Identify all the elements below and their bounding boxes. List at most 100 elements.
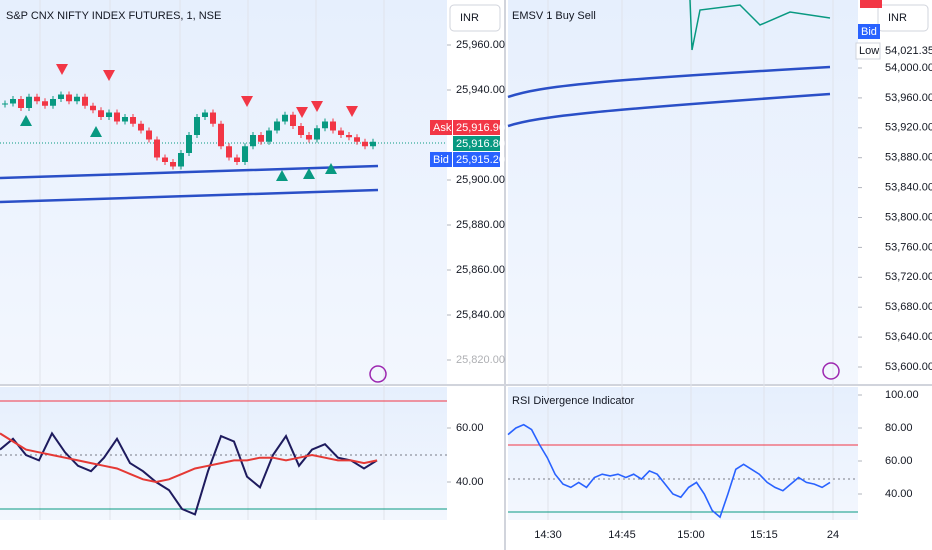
candle (106, 112, 112, 117)
bid-label: Bid (433, 154, 449, 166)
candle (114, 112, 120, 122)
candle (370, 141, 376, 147)
candle (26, 96, 32, 108)
candle (58, 94, 64, 99)
candle (154, 139, 160, 158)
currency-button[interactable] (877, 4, 929, 32)
price-label: 25,940.00 (456, 84, 505, 96)
candle (146, 130, 152, 140)
candle (362, 141, 368, 147)
ask-tag (860, 0, 882, 8)
price-label: 25,820.00 (456, 354, 505, 366)
price-label: 53,920.00 (885, 122, 932, 134)
price-label: 53,840.00 (885, 182, 932, 194)
price-label: 25,880.00 (456, 219, 505, 231)
price-label: 53,600.00 (885, 361, 932, 373)
time-label: 14:45 (608, 529, 636, 541)
candle (2, 103, 8, 105)
candle (250, 135, 256, 147)
candle (258, 135, 264, 142)
candle (218, 123, 224, 147)
indicator-title: EMSV 1 Buy Sell (512, 10, 596, 22)
price-label: 25,840.00 (456, 309, 505, 321)
price-label: 53,960.00 (885, 92, 932, 104)
candle (298, 126, 304, 135)
candle (66, 94, 72, 102)
low-tag (855, 42, 881, 60)
candle (18, 99, 24, 108)
rsi-tick-label: 40.00 (456, 476, 484, 488)
rsi-tick-label: 80.00 (885, 422, 913, 434)
price-label: 53,800.00 (885, 211, 932, 223)
symbol-title: S&P CNX NIFTY INDEX FUTURES, 1, NSE (6, 10, 221, 22)
bid-box (453, 152, 500, 167)
candle (226, 146, 232, 158)
price-label: 25,900.00 (456, 174, 505, 186)
candle (314, 128, 320, 140)
vgrid (39, 0, 834, 520)
time-label: 15:15 (750, 529, 778, 541)
candle (122, 117, 128, 122)
candle (330, 121, 336, 131)
candle (266, 130, 272, 142)
price-label: 53,880.00 (885, 152, 932, 164)
price-label: 25,860.00 (456, 264, 505, 276)
right-pane (508, 0, 858, 384)
price-label: 53,760.00 (885, 241, 932, 253)
last-box (453, 136, 500, 151)
candle (162, 157, 168, 162)
candle (98, 110, 104, 117)
alert-icon[interactable] (369, 362, 840, 383)
low-label: Low (859, 45, 879, 57)
candle (346, 135, 352, 138)
candle (194, 117, 200, 135)
ask-label: Ask (433, 122, 452, 134)
rsi-tick-label: 60.00 (456, 422, 484, 434)
bid-label: Bid (861, 26, 877, 38)
ask-box (453, 120, 500, 135)
currency[interactable]: INR (888, 12, 907, 24)
low-price: 54,021.35 (885, 45, 932, 57)
price-line (689, 0, 831, 51)
candle (274, 121, 280, 131)
rsi-tick-label: 100.00 (885, 389, 919, 401)
currency[interactable]: INR (460, 12, 479, 24)
price-label: 53,680.00 (885, 301, 932, 313)
bid-tag (858, 24, 880, 39)
candle (138, 123, 144, 131)
candle (42, 101, 48, 106)
time-label: 24 (827, 529, 839, 541)
left-pane (0, 0, 447, 384)
time-label: 15:00 (677, 529, 705, 541)
ask-price: 25,916.90 (456, 122, 505, 134)
buy-signals (20, 115, 337, 181)
candle (90, 105, 96, 111)
price-label: 54,000.00 (885, 62, 932, 74)
candle (338, 130, 344, 135)
bid-tag (430, 152, 452, 167)
bid-price: 25,915.20 (456, 154, 505, 166)
candle (34, 96, 40, 102)
candle (354, 137, 360, 142)
currency-button[interactable] (449, 4, 501, 32)
candle (202, 112, 208, 117)
price-label: 53,640.00 (885, 331, 932, 343)
candle (50, 99, 56, 106)
rsi-tick-label: 60.00 (885, 455, 913, 467)
price-label: 53,720.00 (885, 271, 932, 283)
candle (74, 96, 80, 102)
time-label: 14:30 (534, 529, 562, 541)
rsi-line (0, 431, 378, 516)
ask-tag (430, 120, 452, 135)
right-rsi-pane (508, 387, 858, 520)
ema-band (507, 92, 831, 128)
candle (290, 114, 296, 126)
ema-band (0, 188, 379, 204)
candle (242, 146, 248, 162)
rsi-line (0, 432, 378, 484)
last-price: 25,916.80 (456, 138, 505, 150)
rsi-line (507, 423, 831, 519)
ema-band (507, 65, 831, 99)
candle (322, 121, 328, 129)
